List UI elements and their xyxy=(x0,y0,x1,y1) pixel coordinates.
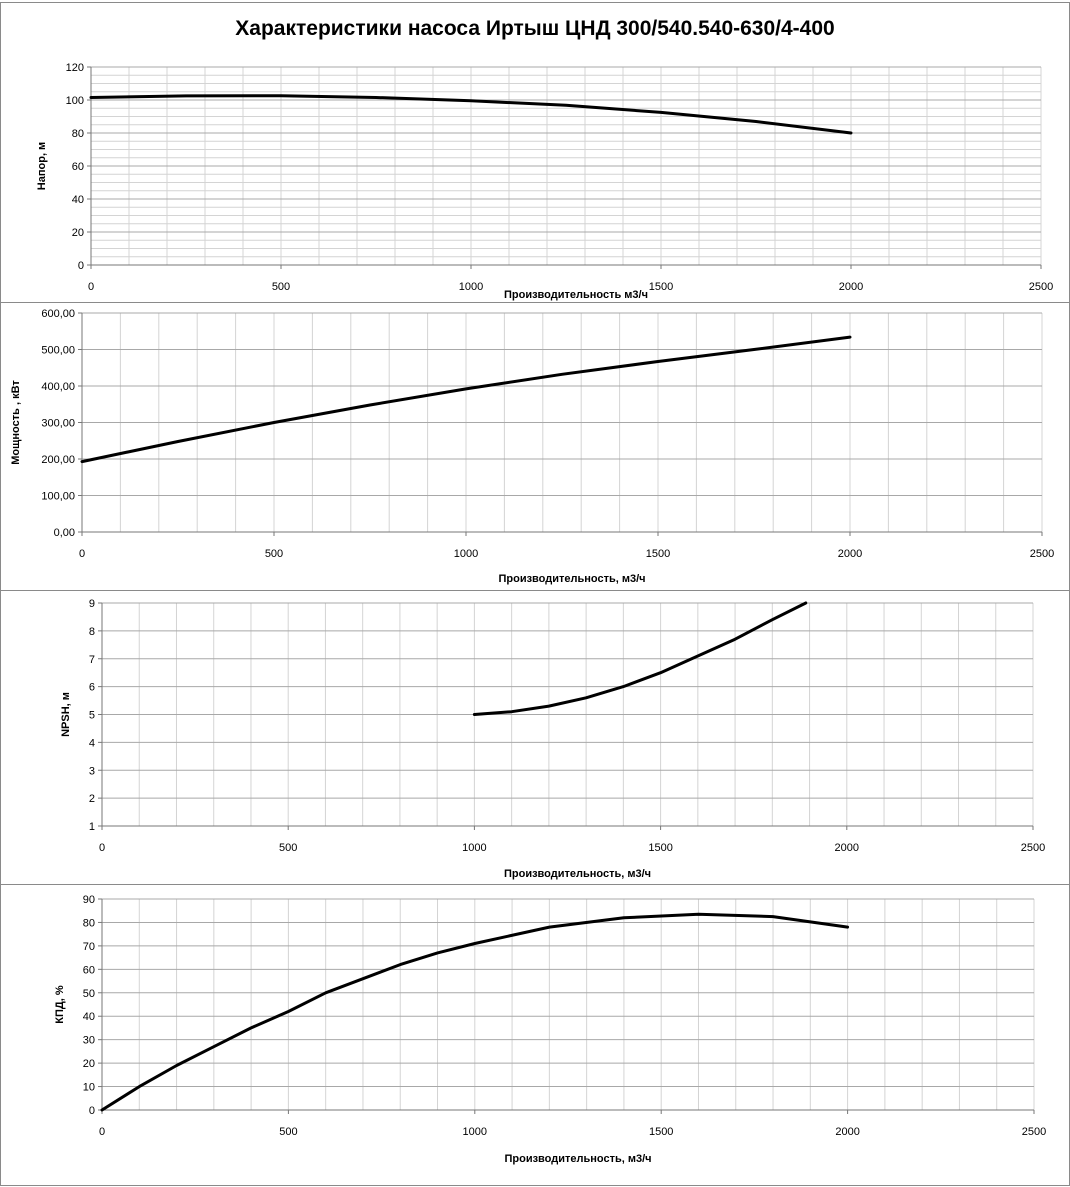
series-line-efficiency xyxy=(100,912,850,1112)
y-tick-label: 90 xyxy=(83,894,95,906)
y-tick-label: 6 xyxy=(89,682,95,694)
y-axis-label: КПД, % xyxy=(54,985,66,1024)
x-tick-label: 500 xyxy=(279,842,297,854)
y-tick-label: 0,00 xyxy=(54,527,75,539)
x-tick-label: 2500 xyxy=(1021,842,1045,854)
x-axis-label: Производительность, м3/ч xyxy=(504,868,651,880)
x-tick-label: 0 xyxy=(88,281,94,293)
y-tick-label: 60 xyxy=(83,964,95,976)
y-tick-label: 80 xyxy=(83,917,95,929)
y-tick-label: 10 xyxy=(83,1082,95,1094)
x-tick-label: 1000 xyxy=(459,281,483,293)
y-tick-label: 20 xyxy=(83,1058,95,1070)
x-tick-label: 2000 xyxy=(835,1126,859,1138)
x-tick-label: 500 xyxy=(265,548,283,560)
y-tick-label: 2 xyxy=(89,793,95,805)
y-tick-label: 600,00 xyxy=(41,308,75,320)
x-tick-label: 0 xyxy=(79,548,85,560)
y-tick-label: 4 xyxy=(89,737,95,749)
y-tick-label: 70 xyxy=(83,941,95,953)
x-tick-label: 2000 xyxy=(835,842,859,854)
y-axis-label: Напор, м xyxy=(36,142,48,190)
y-tick-label: 40 xyxy=(72,194,84,206)
y-tick-label: 20 xyxy=(72,227,84,239)
x-tick-label: 0 xyxy=(99,1126,105,1138)
y-tick-label: 50 xyxy=(83,988,95,1000)
y-tick-label: 1 xyxy=(89,821,95,833)
y-tick-label: 8 xyxy=(89,626,95,638)
x-tick-label: 1500 xyxy=(649,1126,673,1138)
x-tick-label: 1000 xyxy=(462,842,486,854)
y-tick-label: 120 xyxy=(66,62,84,74)
efficiency-chart-panel: 0 10 20 30 40 50 60 70 80 90 0 500 1000 1500 2000 2500 П… xyxy=(0,884,1070,1186)
x-tick-label: 2000 xyxy=(839,281,863,293)
x-axis-label: Производительность, м3/ч xyxy=(504,1153,651,1165)
y-tick-label: 100 xyxy=(66,95,84,107)
head-chart-panel: Характеристики насоса Иртыш ЦНД 300/540.… xyxy=(0,2,1070,303)
x-tick-label: 2500 xyxy=(1022,1126,1046,1138)
y-tick-label: 400,00 xyxy=(41,381,75,393)
x-tick-label: 1500 xyxy=(646,548,670,560)
power-chart: 0,00 100,00 200,00 300,00 400,00 500,00 600,00… xyxy=(10,308,1054,585)
y-tick-label: 5 xyxy=(89,710,95,722)
series-line-head xyxy=(89,94,853,135)
x-tick-label: 500 xyxy=(272,281,290,293)
y-tick-label: 300,00 xyxy=(41,418,75,430)
y-tick-label: 500,00 xyxy=(41,345,75,357)
x-tick-label: 500 xyxy=(279,1126,297,1138)
y-tick-label: 30 xyxy=(83,1035,95,1047)
y-axis-label: Мощность , кВт xyxy=(10,380,22,465)
y-tick-label: 3 xyxy=(89,765,95,777)
page-title: Характеристики насоса Иртыш ЦНД 300/540.… xyxy=(235,17,835,40)
x-tick-label: 1000 xyxy=(463,1126,487,1138)
series-line-npsh xyxy=(472,601,808,716)
y-tick-label: 0 xyxy=(78,260,84,272)
y-tick-label: 80 xyxy=(72,128,84,140)
x-tick-label: 0 xyxy=(99,842,105,854)
x-tick-label: 2000 xyxy=(838,548,862,560)
x-tick-label: 1500 xyxy=(648,842,672,854)
efficiency-chart: 0 10 20 30 40 50 60 70 80 90 0 500 1000 1500 2000 2500 П… xyxy=(54,894,1046,1165)
y-tick-label: 200,00 xyxy=(41,454,75,466)
y-tick-label: 0 xyxy=(89,1105,95,1117)
x-tick-label: 2500 xyxy=(1029,281,1053,293)
y-tick-label: 60 xyxy=(72,161,84,173)
series-line-power xyxy=(80,335,852,464)
head-chart: 0 20 40 60 80 100 120 0 500 1000 1500 2000 2500 Произ… xyxy=(36,62,1053,301)
y-tick-label: 100,00 xyxy=(41,491,75,503)
npsh-chart-panel: 1 2 3 4 5 6 7 8 9 0 500 1000 1500 2000 2500 Производите… xyxy=(0,590,1070,885)
x-tick-label: 1000 xyxy=(454,548,478,560)
x-axis-label: Производительность м3/ч xyxy=(504,289,648,301)
npsh-chart: 1 2 3 4 5 6 7 8 9 0 500 1000 1500 2000 2500 Производите… xyxy=(60,598,1045,880)
y-tick-label: 40 xyxy=(83,1011,95,1023)
x-axis-label: Производительность, м3/ч xyxy=(498,573,645,585)
x-tick-label: 2500 xyxy=(1030,548,1054,560)
power-chart-panel: 0,00 100,00 200,00 300,00 400,00 500,00 600,00… xyxy=(0,302,1070,591)
y-tick-label: 7 xyxy=(89,654,95,666)
y-axis-label: NPSH, м xyxy=(60,692,72,737)
x-tick-label: 1500 xyxy=(649,281,673,293)
y-tick-label: 9 xyxy=(89,598,95,610)
